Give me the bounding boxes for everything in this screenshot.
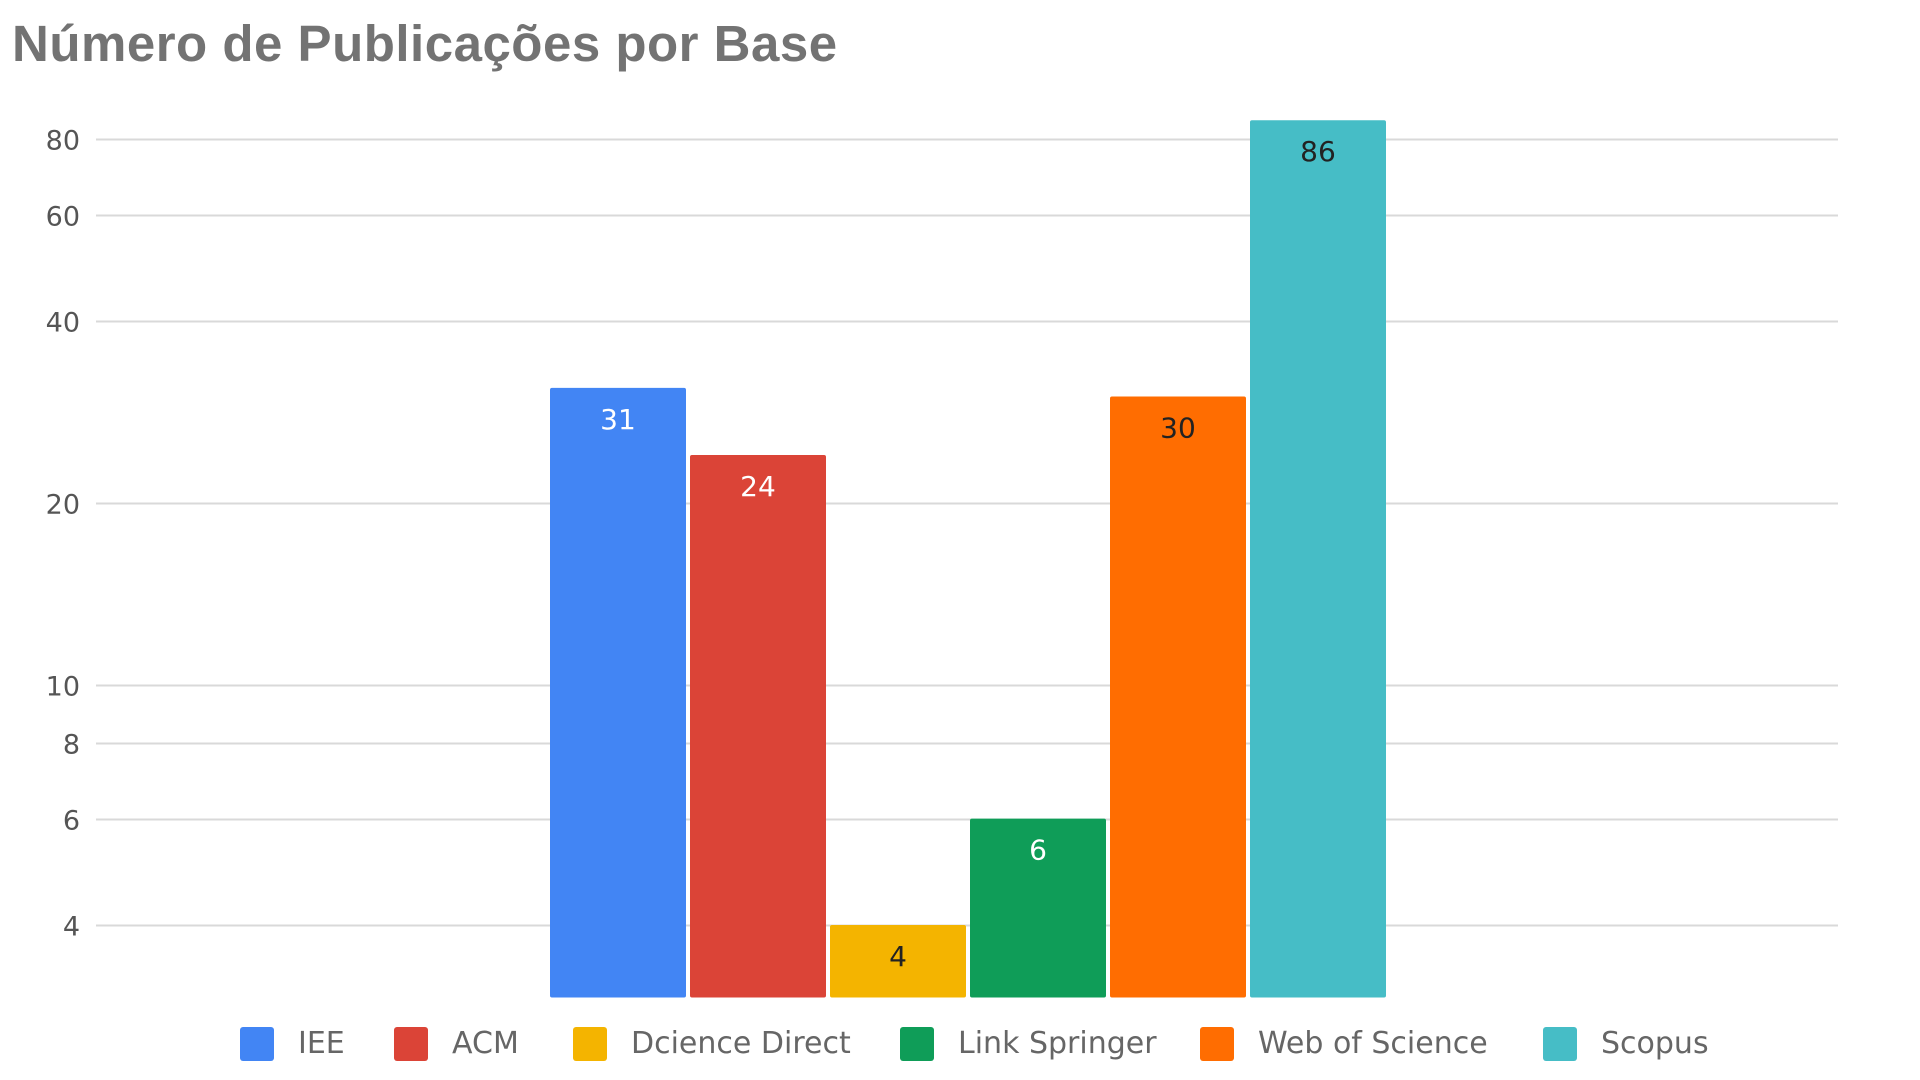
- data-label: 30: [1160, 411, 1196, 444]
- y-tick-label: 6: [63, 806, 80, 837]
- grid-lines: [96, 138, 1838, 927]
- data-labels: 31 24 4 6 30 86: [600, 135, 1336, 973]
- bar-iee: [550, 387, 686, 998]
- bar-link-springer: [970, 818, 1106, 998]
- y-tick-label: 4: [63, 912, 80, 943]
- y-tick-label: 60: [46, 202, 80, 233]
- legend-swatch: [573, 1026, 607, 1061]
- data-label: 24: [740, 470, 776, 503]
- data-label: 86: [1300, 135, 1336, 168]
- legend: IEE ACM Dcience Direct Link Springer Web of …: [0, 1016, 1920, 1076]
- bar-dcience-direct: [830, 925, 966, 998]
- legend-item: Link Springer: [900, 1026, 1157, 1061]
- legend-swatch: [1200, 1026, 1234, 1061]
- chart-title: Número de Publicações por Base: [12, 15, 838, 72]
- legend-label: IEE: [298, 1026, 345, 1061]
- legend-item: Web of Science: [1200, 1026, 1488, 1061]
- legend-swatch: [240, 1026, 274, 1061]
- y-tick-label: 8: [63, 730, 80, 761]
- legend-item: IEE: [240, 1026, 345, 1061]
- y-tick-label: 40: [46, 308, 80, 339]
- y-tick-label: 80: [46, 126, 80, 157]
- y-axis-ticks: 4 6 8 10 20 40 60 80: [46, 126, 80, 943]
- legend-item: Scopus: [1543, 1026, 1709, 1061]
- legend-label: Link Springer: [958, 1026, 1157, 1061]
- data-label: 31: [600, 403, 636, 436]
- bar-acm: [690, 454, 826, 998]
- legend-swatch: [394, 1026, 428, 1061]
- bar-web-of-science: [1110, 396, 1246, 998]
- legend-label: ACM: [452, 1026, 519, 1061]
- y-tick-label: 10: [46, 672, 80, 703]
- legend-swatch: [1543, 1026, 1577, 1061]
- data-label: 4: [889, 940, 907, 973]
- legend-label: Web of Science: [1258, 1026, 1488, 1061]
- data-label: 6: [1029, 834, 1047, 867]
- y-tick-label: 20: [46, 490, 80, 521]
- legend-swatch: [900, 1026, 934, 1061]
- legend-item: Dcience Direct: [573, 1026, 851, 1061]
- legend-label: Dcience Direct: [631, 1026, 851, 1061]
- legend-item: ACM: [394, 1026, 519, 1061]
- legend-label: Scopus: [1601, 1026, 1709, 1061]
- bar-scopus: [1250, 120, 1386, 998]
- bars: [550, 120, 1386, 998]
